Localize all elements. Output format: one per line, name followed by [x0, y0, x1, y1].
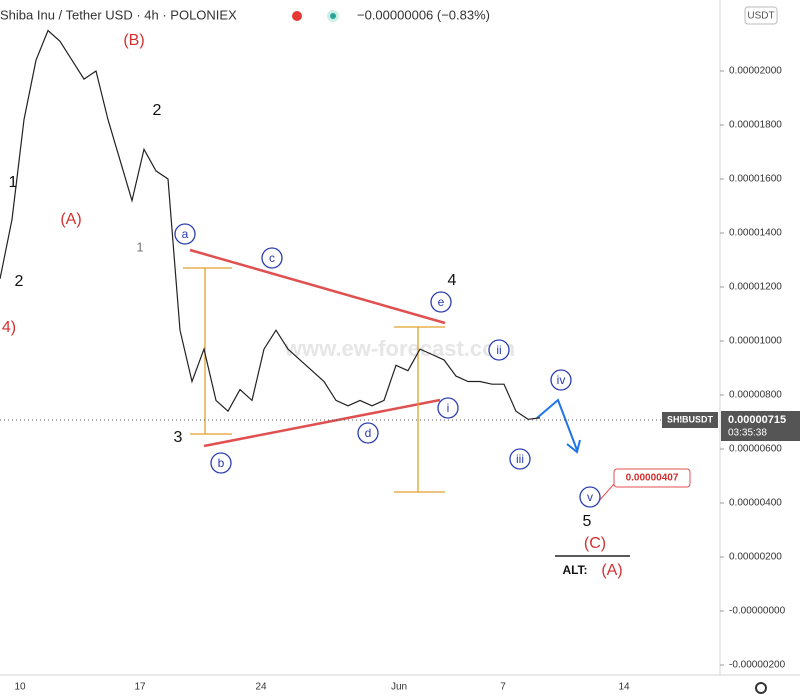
target-callout-text: 0.00000407 [626, 473, 679, 484]
last-price-tag [721, 411, 800, 441]
currency-badge-text: USDT [747, 11, 774, 22]
target-callout-pointer [597, 483, 615, 503]
status-dot [292, 11, 302, 21]
date-tick-label: 14 [618, 682, 630, 693]
wave-label: 1 [136, 239, 143, 254]
symbol-tag [662, 412, 718, 428]
wave-label: 2 [15, 273, 24, 290]
wave-label: b [218, 456, 225, 470]
wave-label: iii [516, 452, 524, 466]
price-tick-label: 0.00001800 [729, 120, 782, 131]
wave-circle [174, 223, 196, 245]
price-tick-label: 0.00001000 [729, 336, 782, 347]
price-tick-label: 0.00000800 [729, 390, 782, 401]
symbol-title: Shiba Inu / Tether USD · 4h · POLONIEX [0, 7, 237, 22]
wave-label: 3 [174, 429, 183, 446]
wave-circle [261, 247, 283, 269]
wave-label: 1 [9, 174, 18, 191]
wave-label: ii [496, 343, 501, 357]
price-tick-label: 0.00001400 [729, 228, 782, 239]
price-tick-label: -0.00000000 [729, 606, 786, 617]
wave-label: i [447, 401, 450, 415]
price-line [0, 29, 541, 420]
price-tick-label: -0.00000200 [729, 660, 786, 671]
wave-label: (A) [601, 562, 622, 579]
price-tick-label: 0.00001600 [729, 174, 782, 185]
price-tick-label: 0.00001200 [729, 282, 782, 293]
wave-label: (B) [123, 32, 144, 49]
date-tick-label: Jun [391, 682, 407, 693]
wave-label: (A) [60, 211, 81, 228]
wave-circle [430, 291, 452, 313]
watermark: www.ew-forecast.com [284, 336, 515, 361]
settings-icon[interactable] [755, 682, 767, 694]
wave-circle [210, 452, 232, 474]
wave-circle [437, 397, 459, 419]
price-tick-label: 0.00000400 [729, 498, 782, 509]
wave-circle [488, 339, 510, 361]
wave-label: ALT: [562, 563, 587, 577]
wave-circle [509, 448, 531, 470]
wave-circle [579, 486, 601, 508]
arrow-head [566, 439, 581, 454]
wave-label: 4 [448, 272, 457, 289]
wave-label: a [182, 227, 189, 241]
wave-label: d [365, 426, 372, 440]
trend-line [203, 398, 441, 448]
wave-label: iv [557, 373, 566, 387]
price-tick-label: 0.00002000 [729, 66, 782, 77]
wave-label: e [438, 295, 445, 309]
symbol-tag-text: SHIBUSDT [667, 414, 714, 424]
wave-circle [550, 369, 572, 391]
status-dot [330, 13, 336, 19]
currency-badge[interactable] [744, 6, 778, 25]
wave-label: (C) [584, 535, 606, 552]
date-tick-label: 10 [14, 682, 26, 693]
date-tick-label: 17 [134, 682, 146, 693]
date-tick-label: 7 [500, 682, 506, 693]
wave-label: c [269, 251, 275, 265]
projection-arrow [536, 398, 578, 451]
price-tick-label: 0.00000200 [729, 552, 782, 563]
date-tick-label: 24 [255, 682, 267, 693]
wave-label: 4) [2, 319, 16, 336]
price-tick-label: 0.00000600 [729, 444, 782, 455]
wave-label: v [587, 490, 593, 504]
trend-line [189, 248, 446, 325]
target-callout-box [613, 468, 691, 488]
last-price: 0.00000715 [728, 414, 786, 426]
countdown: 03:35:38 [728, 428, 767, 439]
wave-label: 5 [583, 513, 592, 530]
wave-circle [357, 422, 379, 444]
price-change: −0.00000006 (−0.83%) [357, 7, 490, 22]
wave-label: 2 [153, 102, 162, 119]
